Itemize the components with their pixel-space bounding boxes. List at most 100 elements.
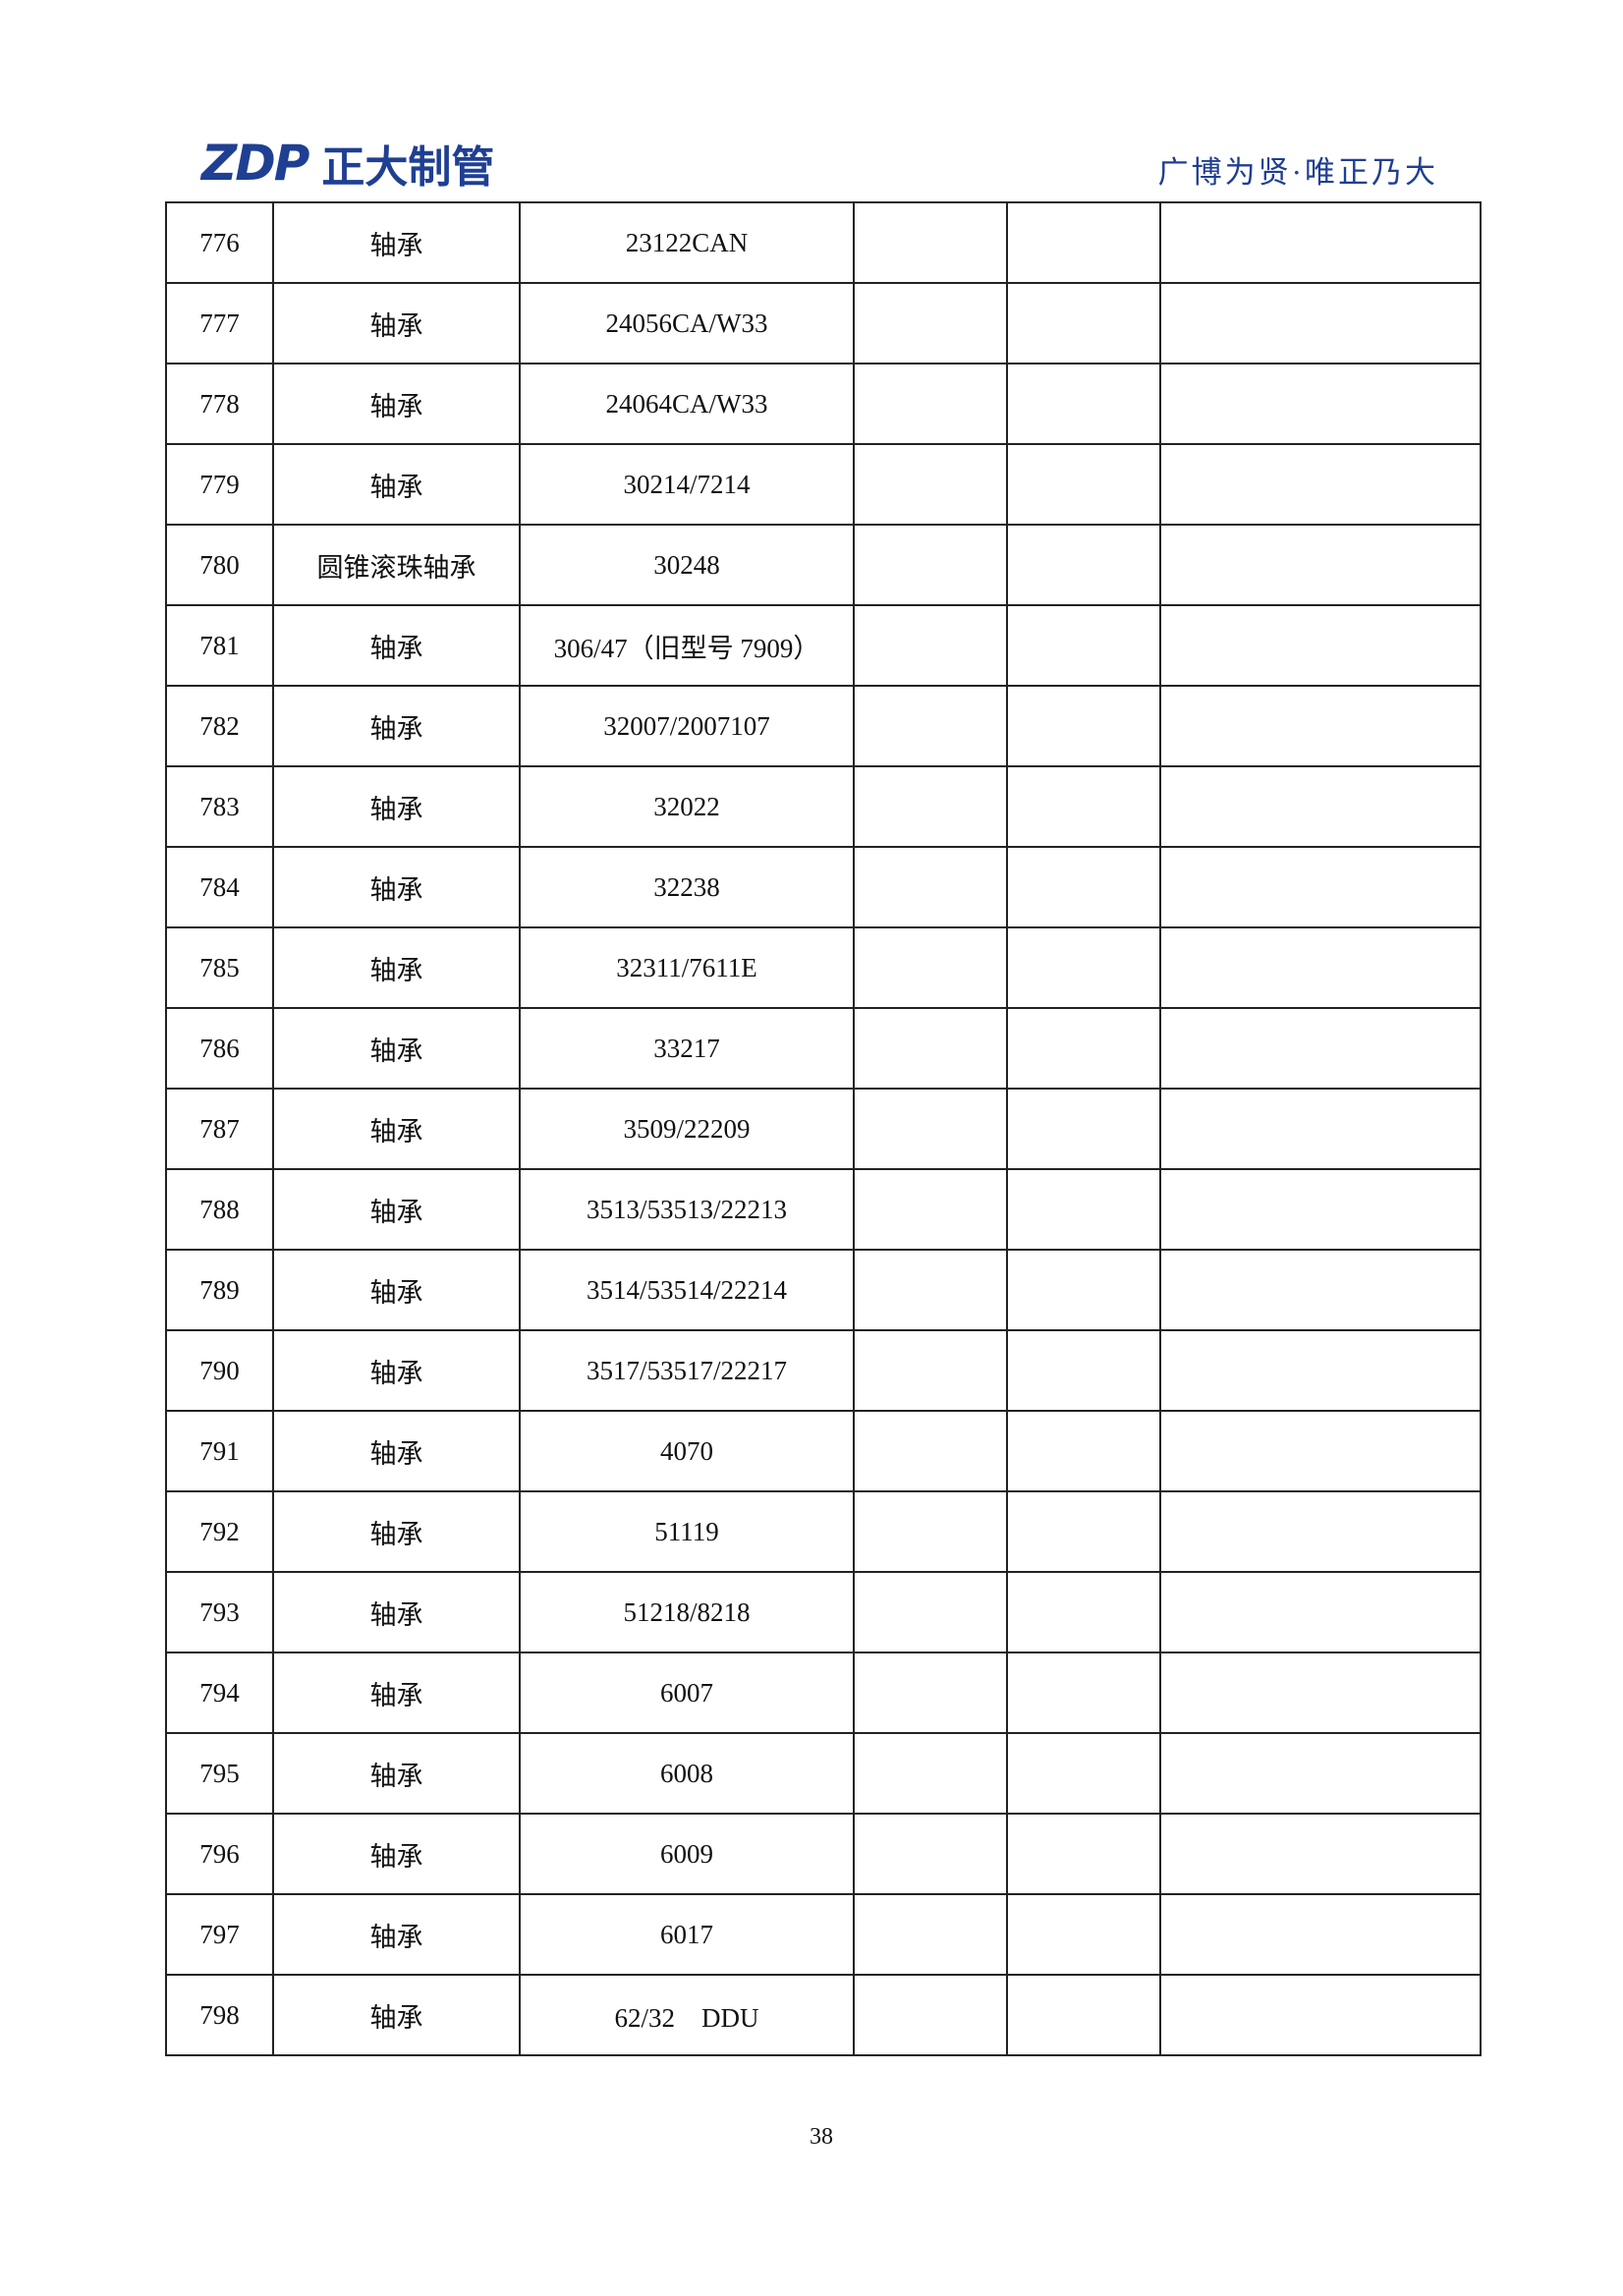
item-name: 轴承 xyxy=(272,1893,521,1976)
row-number: 778 xyxy=(165,363,274,445)
item-name: 轴承 xyxy=(272,443,521,526)
item-name: 轴承 xyxy=(272,1732,521,1815)
empty-cell xyxy=(1006,1652,1161,1734)
model-number: 51119 xyxy=(519,1490,855,1573)
table-row: 792 轴承 51119 xyxy=(165,1490,1482,1573)
row-number: 788 xyxy=(165,1168,274,1251)
table-row: 785 轴承 32311/7611E xyxy=(165,926,1482,1009)
empty-cell xyxy=(1159,1168,1482,1251)
logo-mark: ZDP xyxy=(201,135,309,192)
empty-cell xyxy=(1006,1249,1161,1331)
empty-cell xyxy=(853,363,1008,445)
empty-cell xyxy=(1006,1007,1161,1090)
item-name: 圆锥滚珠轴承 xyxy=(272,524,521,606)
model-number: 30214/7214 xyxy=(519,443,855,526)
item-name: 轴承 xyxy=(272,201,521,284)
item-name: 轴承 xyxy=(272,765,521,848)
table-row: 780 圆锥滚珠轴承 30248 xyxy=(165,524,1482,606)
row-number: 779 xyxy=(165,443,274,526)
empty-cell xyxy=(1159,1974,1482,2056)
item-name: 轴承 xyxy=(272,282,521,364)
empty-cell xyxy=(1159,1329,1482,1412)
row-number: 787 xyxy=(165,1088,274,1170)
empty-cell xyxy=(1159,443,1482,526)
item-name: 轴承 xyxy=(272,846,521,928)
model-number: 24064CA/W33 xyxy=(519,363,855,445)
row-number: 783 xyxy=(165,765,274,848)
item-name: 轴承 xyxy=(272,926,521,1009)
table-row: 794 轴承 6007 xyxy=(165,1652,1482,1734)
empty-cell xyxy=(1006,1571,1161,1653)
empty-cell xyxy=(853,1168,1008,1251)
empty-cell xyxy=(1159,1813,1482,1895)
empty-cell xyxy=(1006,926,1161,1009)
model-number: 3513/53513/22213 xyxy=(519,1168,855,1251)
model-number: 62/32 DDU xyxy=(519,1974,855,2056)
model-number: 23122CAN xyxy=(519,201,855,284)
table-row: 791 轴承 4070 xyxy=(165,1410,1482,1492)
item-name: 轴承 xyxy=(272,1490,521,1573)
empty-cell xyxy=(853,1652,1008,1734)
row-number: 790 xyxy=(165,1329,274,1412)
empty-cell xyxy=(1159,1571,1482,1653)
table-row: 777 轴承 24056CA/W33 xyxy=(165,282,1482,364)
table-row: 778 轴承 24064CA/W33 xyxy=(165,363,1482,445)
empty-cell xyxy=(1006,1168,1161,1251)
row-number: 794 xyxy=(165,1652,274,1734)
model-number: 32007/2007107 xyxy=(519,685,855,767)
model-number: 6008 xyxy=(519,1732,855,1815)
table-row: 795 轴承 6008 xyxy=(165,1732,1482,1815)
empty-cell xyxy=(853,1329,1008,1412)
row-number: 776 xyxy=(165,201,274,284)
empty-cell xyxy=(1006,1893,1161,1976)
empty-cell xyxy=(1006,1732,1161,1815)
table-row: 782 轴承 32007/2007107 xyxy=(165,685,1482,767)
model-number: 32022 xyxy=(519,765,855,848)
row-number: 784 xyxy=(165,846,274,928)
item-name: 轴承 xyxy=(272,1652,521,1734)
empty-cell xyxy=(1006,282,1161,364)
empty-cell xyxy=(853,1974,1008,2056)
empty-cell xyxy=(853,604,1008,687)
table-row: 798 轴承 62/32 DDU xyxy=(165,1974,1482,2056)
empty-cell xyxy=(1159,685,1482,767)
empty-cell xyxy=(853,846,1008,928)
model-number: 33217 xyxy=(519,1007,855,1090)
model-number: 3514/53514/22214 xyxy=(519,1249,855,1331)
empty-cell xyxy=(1159,524,1482,606)
empty-cell xyxy=(1006,1490,1161,1573)
row-number: 785 xyxy=(165,926,274,1009)
model-number: 6007 xyxy=(519,1652,855,1734)
empty-cell xyxy=(1006,846,1161,928)
empty-cell xyxy=(1159,1652,1482,1734)
empty-cell xyxy=(1006,201,1161,284)
empty-cell xyxy=(853,685,1008,767)
empty-cell xyxy=(1006,1329,1161,1412)
row-number: 791 xyxy=(165,1410,274,1492)
item-name: 轴承 xyxy=(272,1168,521,1251)
row-number: 798 xyxy=(165,1974,274,2056)
empty-cell xyxy=(1006,765,1161,848)
empty-cell xyxy=(1159,1410,1482,1492)
model-number: 3517/53517/22217 xyxy=(519,1329,855,1412)
table-row: 783 轴承 32022 xyxy=(165,765,1482,848)
row-number: 795 xyxy=(165,1732,274,1815)
empty-cell xyxy=(1006,685,1161,767)
empty-cell xyxy=(853,1571,1008,1653)
model-number: 32311/7611E xyxy=(519,926,855,1009)
table-row: 787 轴承 3509/22209 xyxy=(165,1088,1482,1170)
empty-cell xyxy=(1159,1249,1482,1331)
model-number: 3509/22209 xyxy=(519,1088,855,1170)
item-name: 轴承 xyxy=(272,1974,521,2056)
empty-cell xyxy=(1159,282,1482,364)
table-row: 797 轴承 6017 xyxy=(165,1893,1482,1976)
empty-cell xyxy=(1159,1893,1482,1976)
logo: ZDP 正大制管 xyxy=(201,135,494,193)
row-number: 786 xyxy=(165,1007,274,1090)
row-number: 796 xyxy=(165,1813,274,1895)
empty-cell xyxy=(853,1893,1008,1976)
empty-cell xyxy=(853,1249,1008,1331)
item-name: 轴承 xyxy=(272,1088,521,1170)
empty-cell xyxy=(853,1490,1008,1573)
